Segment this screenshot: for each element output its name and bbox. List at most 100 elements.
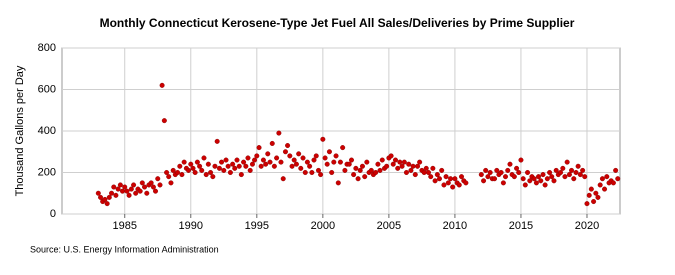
- data-point: [615, 176, 621, 182]
- data-point: [575, 163, 581, 169]
- data-point: [582, 174, 588, 180]
- data-point: [456, 182, 462, 188]
- data-point: [201, 155, 207, 161]
- data-point: [351, 172, 357, 178]
- data-point: [335, 180, 341, 186]
- data-point: [558, 169, 564, 175]
- data-point: [397, 159, 403, 165]
- data-point: [293, 161, 299, 167]
- x-tick-label: 2005: [377, 220, 401, 232]
- data-point: [269, 140, 275, 146]
- data-point: [551, 178, 557, 184]
- x-tick-label: 2010: [443, 220, 467, 232]
- data-point: [500, 180, 506, 186]
- data-point: [296, 151, 302, 157]
- data-point: [384, 163, 390, 169]
- data-point: [329, 169, 335, 175]
- data-point: [95, 190, 101, 196]
- data-point: [443, 174, 449, 180]
- data-point: [243, 163, 249, 169]
- data-point: [311, 157, 317, 163]
- data-point: [318, 172, 324, 178]
- data-point: [505, 167, 511, 173]
- data-point: [401, 159, 407, 165]
- data-point: [445, 180, 451, 186]
- data-point: [285, 143, 291, 149]
- y-tick-label: 200: [38, 166, 56, 178]
- data-point: [514, 165, 520, 171]
- data-point: [560, 165, 566, 171]
- data-point: [263, 161, 269, 167]
- data-point: [186, 167, 192, 173]
- data-point: [434, 172, 440, 178]
- data-point: [287, 153, 293, 159]
- data-point: [232, 165, 238, 171]
- data-point: [538, 178, 544, 184]
- data-point: [520, 176, 526, 182]
- data-point: [487, 169, 493, 175]
- data-point: [137, 188, 143, 194]
- data-point: [599, 176, 605, 182]
- data-point: [245, 155, 251, 161]
- data-point: [221, 167, 227, 173]
- data-point: [439, 167, 445, 173]
- data-point: [139, 180, 145, 186]
- data-point: [415, 163, 421, 169]
- data-point: [302, 169, 308, 175]
- data-point: [190, 165, 196, 171]
- data-point: [208, 169, 214, 175]
- data-point: [289, 163, 295, 169]
- data-point: [331, 159, 337, 165]
- data-point: [562, 174, 568, 180]
- data-point: [452, 176, 458, 182]
- data-point: [144, 190, 150, 196]
- data-point: [326, 149, 332, 155]
- data-point: [549, 174, 555, 180]
- data-point: [481, 178, 487, 184]
- data-point: [175, 169, 181, 175]
- data-point: [282, 149, 288, 155]
- data-point: [516, 169, 522, 175]
- data-point: [271, 163, 277, 169]
- data-point: [364, 159, 370, 165]
- data-point: [307, 163, 313, 169]
- data-point: [613, 167, 619, 173]
- data-point: [533, 180, 539, 186]
- data-point: [595, 194, 601, 200]
- data-point: [450, 184, 456, 190]
- data-point: [210, 174, 216, 180]
- data-point: [390, 161, 396, 167]
- data-point: [522, 182, 528, 188]
- data-point: [412, 172, 418, 178]
- data-point: [216, 165, 222, 171]
- data-point: [604, 174, 610, 180]
- data-point: [368, 167, 374, 173]
- data-point: [403, 169, 409, 175]
- data-point: [498, 169, 504, 175]
- data-point: [252, 157, 258, 163]
- data-point: [392, 157, 398, 163]
- data-point: [109, 190, 115, 196]
- data-point: [525, 169, 531, 175]
- data-point: [518, 157, 524, 163]
- data-point: [124, 188, 130, 194]
- y-tick-label: 400: [38, 125, 56, 137]
- data-point: [157, 182, 163, 188]
- data-point: [128, 186, 134, 192]
- data-point: [304, 159, 310, 165]
- data-point: [492, 176, 498, 182]
- data-point: [348, 157, 354, 163]
- data-point: [197, 163, 203, 169]
- data-point: [406, 161, 412, 167]
- y-tick-label: 0: [50, 208, 56, 220]
- data-point: [373, 169, 379, 175]
- data-point: [544, 176, 550, 182]
- data-point: [225, 163, 231, 169]
- data-point: [377, 167, 383, 173]
- y-axis-label: Thousand Gallons per Day: [14, 65, 26, 196]
- data-point: [580, 167, 586, 173]
- data-point: [234, 157, 240, 163]
- data-point: [265, 151, 271, 157]
- data-point: [194, 159, 200, 165]
